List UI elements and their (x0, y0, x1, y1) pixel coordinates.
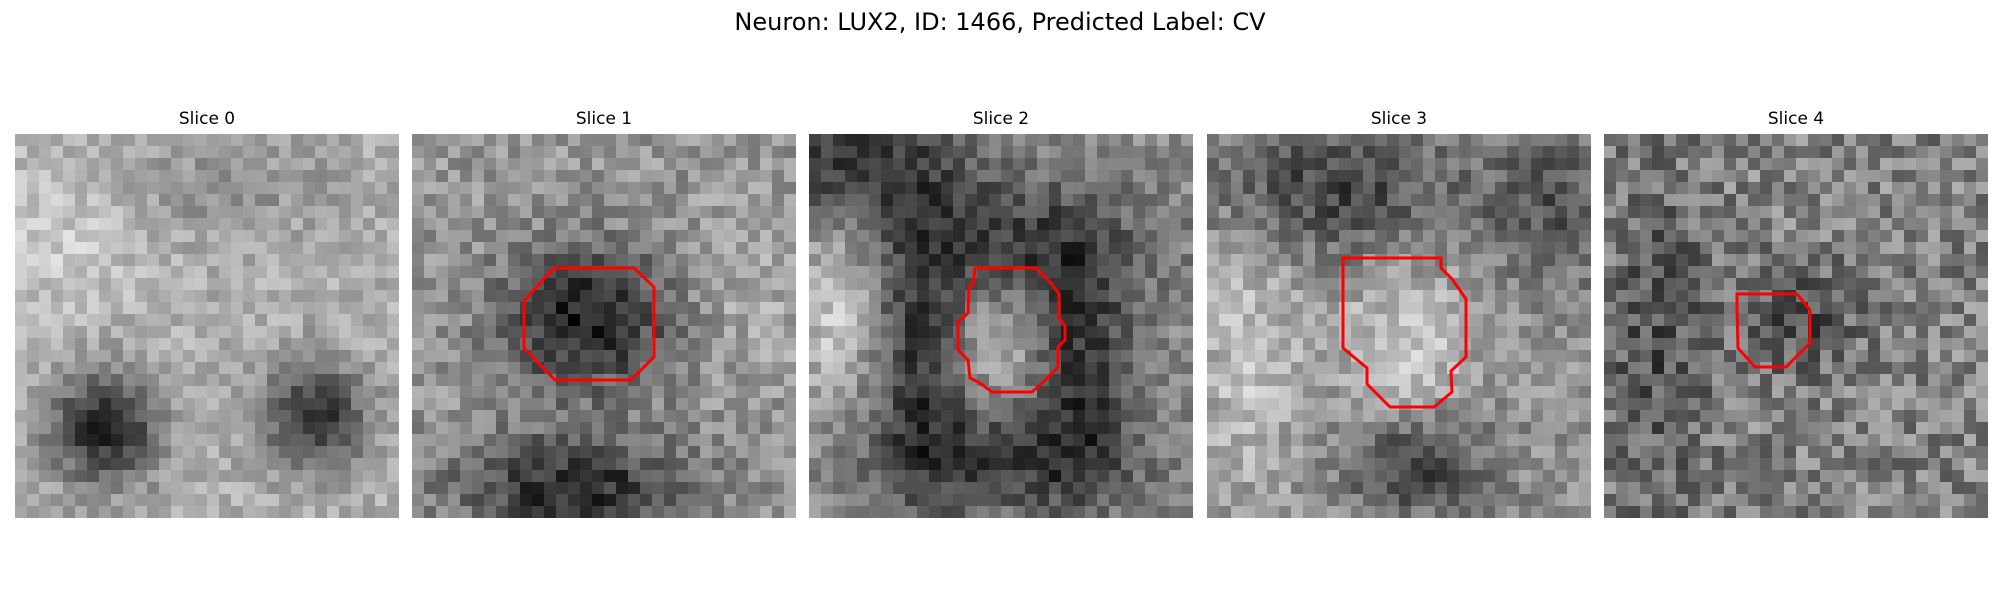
slice-title-2: Slice 2 (972, 109, 1030, 129)
slice-title-1: Slice 1 (575, 109, 633, 129)
slice-outline-3 (1341, 256, 1468, 409)
slice-image-0 (15, 134, 399, 518)
slice-panel-1: Slice 1 (412, 108, 796, 518)
slice-panel-3: Slice 3 (1207, 108, 1591, 518)
slice-outline-2 (956, 266, 1067, 394)
slice-panel-2: Slice 2 (809, 108, 1193, 518)
slice-image-2 (809, 134, 1193, 518)
slice-image-1 (412, 134, 796, 518)
figure-title: Neuron: LUX2, ID: 1466, Predicted Label:… (734, 8, 1266, 36)
slice-outline-4 (1735, 292, 1812, 369)
slice-title-4: Slice 4 (1767, 109, 1825, 129)
slice-image-4 (1604, 134, 1988, 518)
slice-image-3 (1207, 134, 1591, 518)
slice-panel-0: Slice 0 (15, 108, 399, 518)
slice-title-0: Slice 0 (178, 109, 236, 129)
slice-outline-1 (522, 266, 656, 382)
slice-panel-4: Slice 4 (1604, 108, 1988, 518)
slice-title-3: Slice 3 (1370, 109, 1428, 129)
